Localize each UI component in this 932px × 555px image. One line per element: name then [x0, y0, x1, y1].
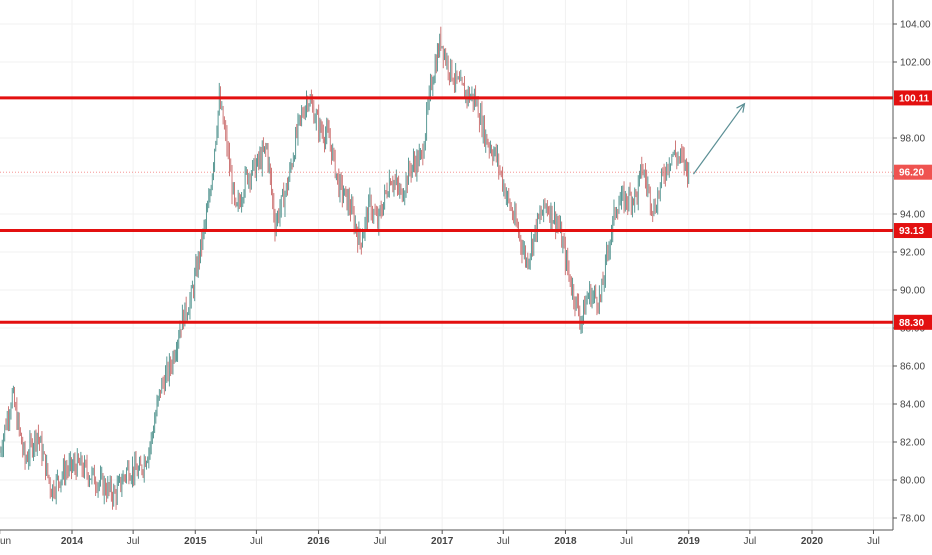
price-scale-bg — [893, 0, 932, 550]
y-tick-label: 92.00 — [900, 248, 925, 259]
trend-arrow-shaft — [692, 103, 745, 175]
y-tick-label: 82.00 — [900, 438, 925, 449]
annotations — [692, 102, 746, 175]
price-series — [0, 26, 690, 510]
y-tick-label: 80.00 — [900, 476, 925, 487]
x-tick-label: 2017 — [431, 536, 454, 547]
x-tick-label: Jul — [127, 536, 140, 547]
y-tick-label: 98.00 — [900, 134, 925, 145]
x-tick-label: 2018 — [554, 536, 577, 547]
y-tick-label: 104.00 — [900, 20, 931, 31]
x-tick-label: Jul — [620, 536, 633, 547]
y-tick-label: 78.00 — [900, 514, 925, 525]
y-axis: 78.0080.0082.0084.0086.0088.0090.0092.00… — [892, 0, 932, 550]
price-tag-label: 93.13 — [899, 226, 924, 237]
x-axis: un 2014 Jul 2015 Jul 2016 Jul 2017 Jul 2018 Jul 201… — [0, 529, 893, 550]
price-tag-label: 100.11 — [899, 93, 929, 104]
price-tag-label: 88.30 — [899, 318, 924, 329]
y-tick-label: 86.00 — [900, 362, 925, 373]
support-resistance-lines — [0, 96, 893, 324]
price-tag — [894, 223, 932, 239]
y-tick-label: 90.00 — [900, 286, 925, 297]
x-tick-label: Jul — [250, 536, 263, 547]
y-tick-label: 84.00 — [900, 400, 925, 411]
grid-lines — [0, 0, 893, 530]
x-tick-label: 2016 — [307, 536, 330, 547]
x-tick-label: Jul — [743, 536, 756, 547]
price-tag — [894, 164, 932, 180]
trend-arrow-head — [736, 102, 746, 113]
price-tag — [894, 314, 932, 330]
x-tick-label: Jul — [867, 536, 880, 547]
price-tag — [894, 90, 932, 106]
x-tick-label: 2019 — [678, 536, 701, 547]
x-tick-label: Jul — [374, 536, 387, 547]
y-tick-label: 94.00 — [900, 210, 925, 221]
time-scale-bg — [0, 530, 893, 550]
price-tag-label: 96.20 — [899, 168, 924, 179]
x-tick-label: Jul — [497, 536, 510, 547]
x-tick-label: 2015 — [184, 536, 207, 547]
x-tick-label: 2020 — [801, 536, 824, 547]
x-tick-label: 2014 — [61, 536, 84, 547]
y-tick-label: 102.00 — [900, 58, 931, 69]
x-tick-label: un — [0, 536, 11, 547]
